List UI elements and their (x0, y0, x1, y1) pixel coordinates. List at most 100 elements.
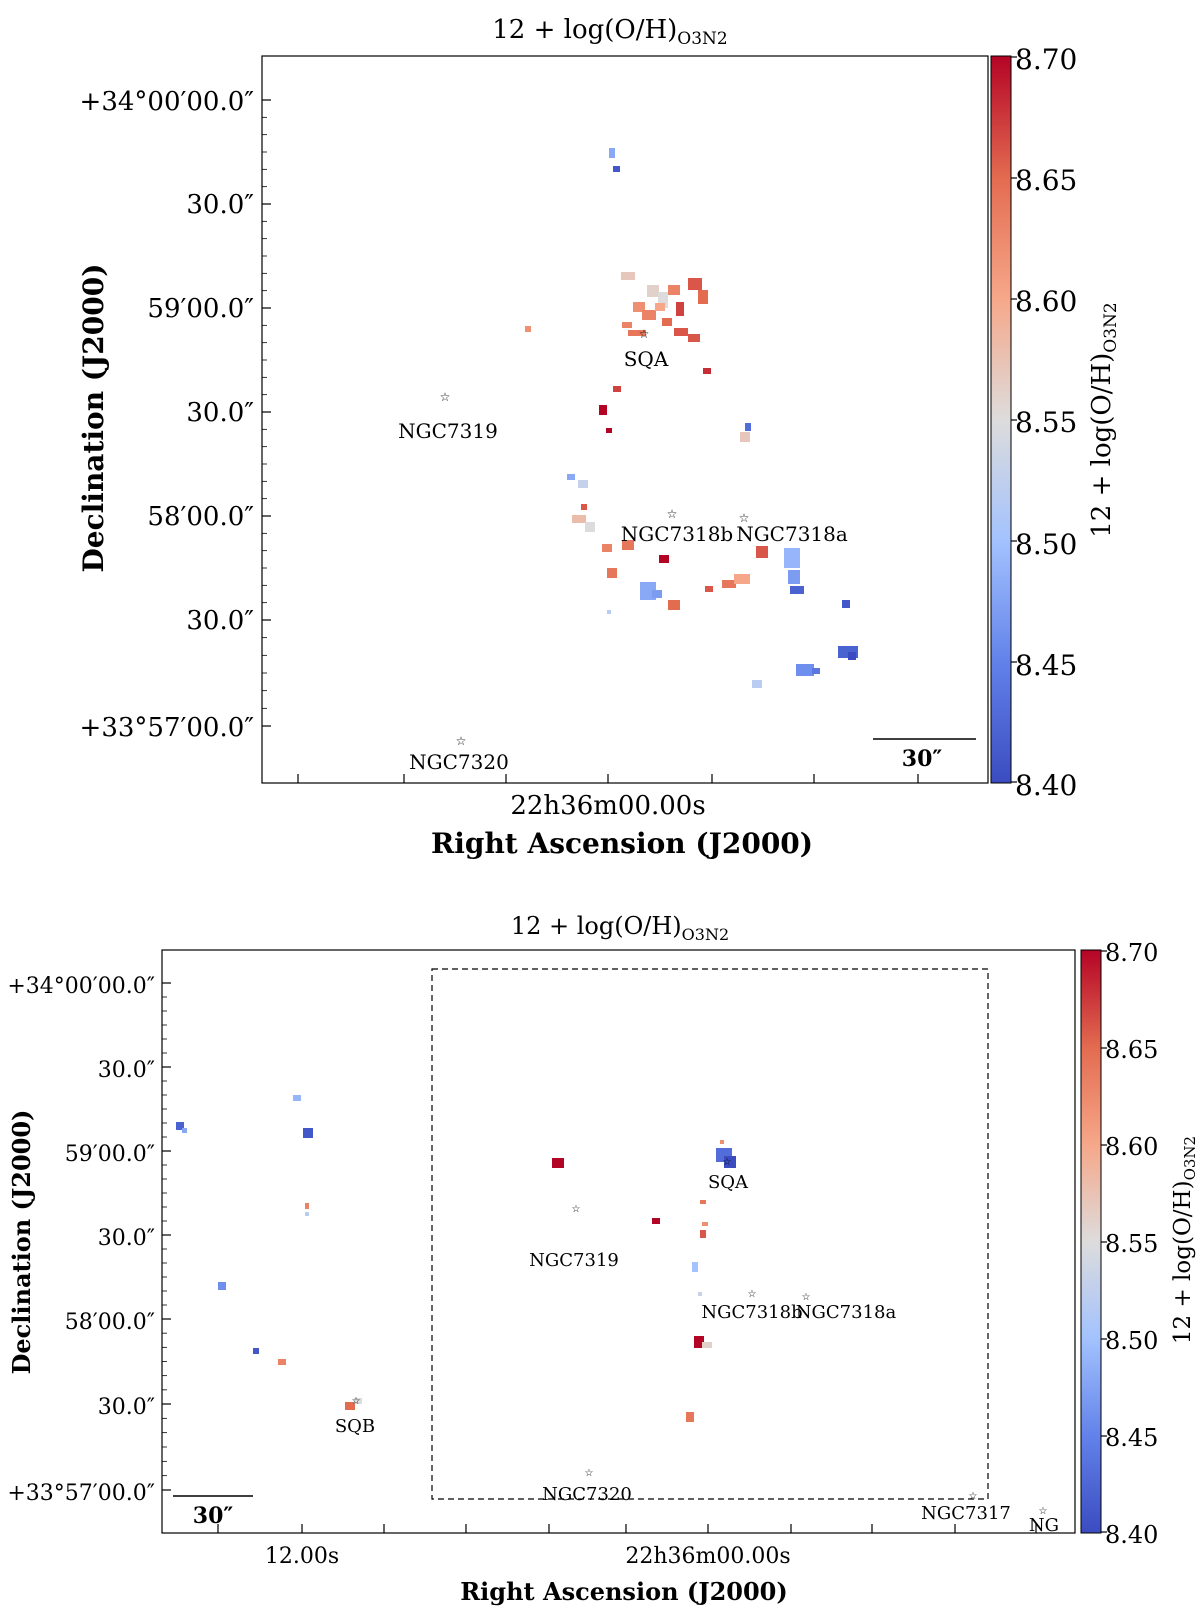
abundance-spaxel (607, 610, 611, 614)
abundance-spaxel (688, 278, 702, 290)
p2-ytick-0: +34°00′00.0″ (7, 974, 155, 999)
abundance-spaxel (694, 1336, 704, 1348)
p1-cbar-tick-0: 8.70 (1015, 43, 1077, 76)
panel-bottom-colorbar-ticks (1101, 950, 1107, 1533)
label2-ngc7319: NGC7319 (529, 1250, 619, 1271)
abundance-spaxel (700, 1200, 706, 1204)
abundance-spaxel (305, 1212, 309, 1216)
abundance-spaxel (622, 322, 632, 328)
abundance-spaxel (674, 328, 688, 336)
panel-top-scalebar: 30″ (873, 738, 976, 772)
panel-top-colorbar-gradient (990, 55, 1012, 784)
marker2-ngc7318a: ☆ (802, 1292, 811, 1303)
p1-cbar-tick-6: 8.40 (1015, 769, 1077, 802)
label-ngc7319: NGC7319 (398, 419, 498, 443)
p2-cbar-tick-6: 8.40 (1105, 1521, 1158, 1549)
abundance-spaxel (606, 428, 612, 433)
label2-ngc7318b: NGC7318b (701, 1302, 802, 1323)
abundance-spaxel (702, 1222, 708, 1226)
p2-ytick-1: 30.0″ (98, 1058, 155, 1083)
panel-top-abundance-map (525, 148, 858, 688)
abundance-spaxel (652, 1218, 660, 1224)
p2-ytick-5: 30.0″ (98, 1395, 155, 1420)
panel-bottom-source-markers: ☆ SQA ☆ NGC7319 ☆ NGC7318b ☆ NGC7318a ☆ … (335, 1157, 1059, 1536)
abundance-spaxel (622, 540, 634, 550)
p1-ytick-2: 59′00.0″ (147, 294, 254, 324)
marker2-ngc7319: ☆ (572, 1204, 581, 1215)
marker2-ng: ☆ (1039, 1506, 1048, 1517)
abundance-spaxel (581, 504, 587, 510)
abundance-spaxel (705, 586, 713, 592)
abundance-spaxel (720, 1140, 724, 1144)
abundance-spaxel (305, 1203, 309, 1209)
abundance-spaxel (658, 292, 668, 308)
abundance-spaxel (609, 148, 615, 158)
panel-bottom-x-axis-label: Right Ascension (J2000) (460, 1577, 788, 1606)
p2-cbar-tick-3: 8.55 (1105, 1230, 1158, 1258)
panel-top-ticks (262, 99, 919, 783)
panel-bottom: 12 + log(O/H)O3N2 ☆ SQA ☆ NGC7319 ☆ NGC7… (7, 912, 1199, 1606)
p2-cbar-tick-5: 8.45 (1105, 1424, 1158, 1452)
abundance-spaxel (176, 1122, 184, 1130)
abundance-spaxel (686, 1412, 694, 1422)
marker2-ngc7317: ☆ (969, 1491, 978, 1502)
abundance-spaxel (668, 285, 680, 295)
abundance-spaxel (722, 580, 736, 588)
panel-top-colorbar-label: 12 + log(O/H)O3N2 (1087, 302, 1121, 538)
abundance-spaxel (585, 522, 595, 532)
label2-ngc7318a: NGC7318a (796, 1302, 897, 1323)
panel-bottom-inset-box (431, 968, 989, 1500)
p1-ytick-6: +33°57′00.0″ (80, 713, 255, 743)
panel-bottom-ticks (162, 982, 1037, 1533)
abundance-spaxel (745, 423, 751, 431)
panel-bottom-scalebar: 30″ (173, 1495, 253, 1529)
p1-ytick-4: 58′00.0″ (147, 502, 254, 532)
abundance-spaxel (642, 310, 656, 320)
abundance-spaxel (621, 272, 635, 280)
abundance-spaxel (688, 334, 700, 342)
panel-top-y-axis-label: Declination (J2000) (77, 264, 110, 573)
abundance-spaxel (790, 586, 804, 594)
panel-bottom-y-axis-label: Declination (J2000) (7, 1110, 36, 1375)
abundance-spaxel (676, 302, 684, 316)
label-ngc7320: NGC7320 (409, 750, 509, 774)
label2-ngc7317: NGC7317 (921, 1503, 1011, 1524)
panel-top-colorbar-ticks (1011, 56, 1017, 783)
panel-bottom-y-tick-labels: +34°00′00.0″ 30.0″ 59′00.0″ 30.0″ 58′00.… (7, 974, 155, 1506)
marker-ngc7318b: ☆ (667, 507, 678, 521)
abundance-spaxel (278, 1359, 286, 1365)
abundance-spaxel (655, 303, 665, 311)
abundance-spaxel (698, 290, 708, 304)
abundance-spaxel (788, 570, 800, 584)
marker2-sqa: ☆ (723, 1157, 732, 1168)
label-ngc7318b: NGC7318b (621, 522, 733, 546)
marker-ngc7320: ☆ (456, 734, 467, 748)
abundance-spaxel (703, 368, 711, 374)
panel-top-y-tick-labels: +34°00′00.0″ 30.0″ 59′00.0″ 30.0″ 58′00.… (80, 87, 255, 743)
abundance-spaxel (633, 302, 645, 312)
abundance-spaxel (662, 318, 672, 326)
panel-bottom-x-tick-label-0: 12.00s (265, 1544, 339, 1569)
abundance-spaxel (692, 1262, 698, 1272)
p1-cbar-tick-1: 8.65 (1015, 164, 1077, 197)
abundance-spaxel (567, 474, 575, 480)
p2-ytick-4: 58′00.0″ (65, 1310, 155, 1335)
label2-sqa: SQA (708, 1172, 749, 1193)
abundance-spaxel (525, 326, 531, 332)
panel-top-x-axis-label: Right Ascension (J2000) (431, 827, 813, 860)
panel-bottom-plot-area (161, 949, 1076, 1534)
marker-sqa: ☆ (639, 327, 650, 341)
abundance-spaxel (599, 405, 607, 415)
abundance-spaxel (756, 546, 768, 558)
label-sqa: SQA (624, 347, 669, 371)
abundance-spaxel (552, 1158, 564, 1168)
p1-ytick-5: 30.0″ (186, 606, 254, 636)
panel-top-x-tick-label: 22h36m00.00s (510, 791, 705, 821)
abundance-spaxel (652, 590, 662, 598)
abundance-spaxel (613, 386, 621, 392)
p2-cbar-tick-0: 8.70 (1105, 939, 1158, 967)
marker2-ngc7318b: ☆ (748, 1289, 757, 1300)
abundance-spaxel (647, 285, 659, 297)
label2-ng: NG (1029, 1515, 1059, 1536)
panel-top-title: 12 + log(O/H)O3N2 (492, 15, 728, 49)
